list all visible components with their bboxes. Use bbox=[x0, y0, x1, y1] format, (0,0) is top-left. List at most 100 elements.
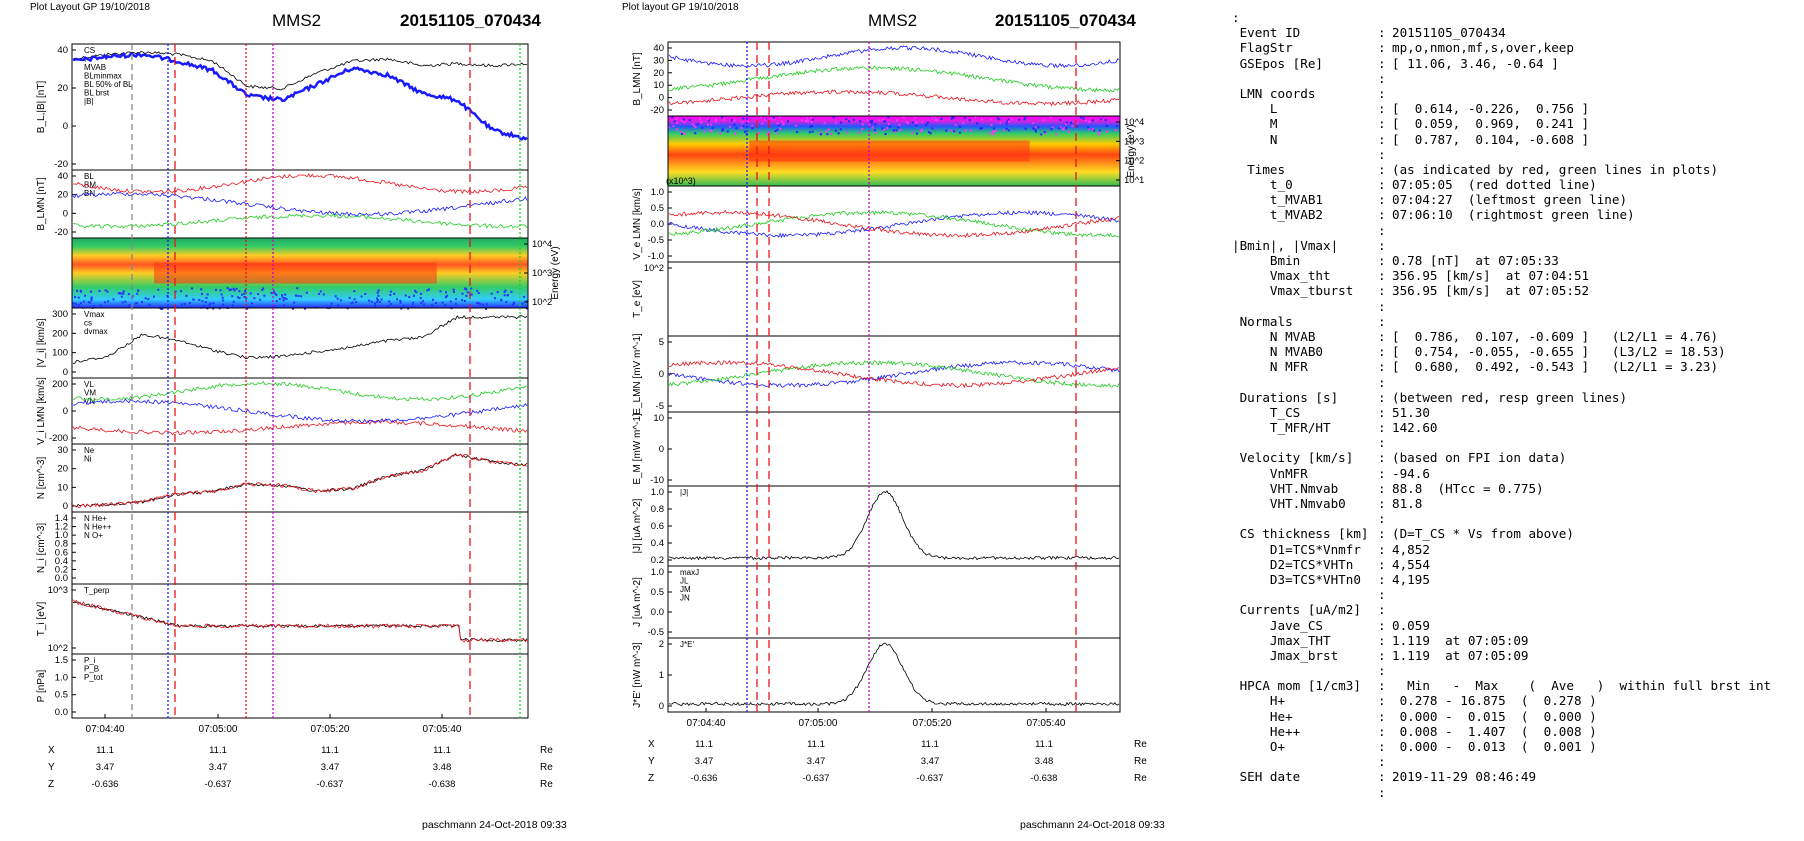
y-tick-label: 0 bbox=[659, 93, 664, 104]
summary-colon: : bbox=[1378, 192, 1386, 208]
summary-value: 81.8 bbox=[1392, 496, 1423, 511]
summary-colon: : bbox=[1378, 25, 1386, 41]
summary-row: : bbox=[1232, 375, 1792, 390]
y-tick-label: 1.0 bbox=[651, 567, 664, 578]
series-trace bbox=[668, 360, 1120, 388]
scale-factor-label: (x10^3) bbox=[666, 176, 696, 186]
position-value: 3.47 bbox=[807, 756, 826, 767]
summary-row: T_CS:51.30 bbox=[1232, 405, 1792, 420]
panel-9: 1.5 1.0 0.5 0.0 P [nPa] P_iP_BP_tot bbox=[36, 653, 529, 719]
position-value: -0.637 bbox=[917, 773, 944, 784]
series-trace bbox=[668, 209, 1120, 239]
summary-colon: : bbox=[1378, 496, 1386, 511]
summary-row: t_0:07:05:05 (red dotted line) bbox=[1232, 177, 1792, 192]
legend-entry: |J| bbox=[680, 488, 688, 497]
x-tick-label: 07:05:20 bbox=[311, 724, 350, 735]
summary-row: FlagStr: mp,o,nmon,mf,s,over,keep bbox=[1232, 40, 1792, 55]
summary-value: 0.000 - 0.015 ( 0.000 ) bbox=[1392, 708, 1597, 724]
summary-colon: : bbox=[1378, 85, 1386, 101]
panel-frame bbox=[667, 565, 1121, 639]
summary-value: (based on FPI ion data) bbox=[1392, 450, 1567, 466]
author-footer: paschmann 24-Oct-2018 09:33 bbox=[1020, 819, 1165, 831]
legend-entry: MVAB bbox=[84, 63, 106, 72]
panel-frame bbox=[71, 43, 529, 171]
spacecraft-label: MMS2 bbox=[868, 11, 917, 30]
position-value: 3.47 bbox=[321, 762, 340, 773]
summary-key: N bbox=[1232, 131, 1278, 147]
summary-key: D3=TCS*VHTn0 bbox=[1232, 571, 1361, 587]
summary-value: (D=T_CS * Vs from above) bbox=[1392, 526, 1574, 542]
summary-value: 0.78 [nT] at 07:05:33 bbox=[1392, 253, 1559, 268]
panel-frame bbox=[71, 653, 529, 719]
summary-colon: : bbox=[1378, 116, 1386, 132]
y-tick-label: 10 bbox=[57, 482, 68, 493]
x-tick-label: 07:05:40 bbox=[423, 724, 462, 735]
y-axis-label: P [nPa] bbox=[36, 669, 47, 702]
event-id-title: 20151105_070434 bbox=[995, 11, 1136, 30]
summary-colon: : bbox=[1378, 602, 1386, 618]
panel-frame bbox=[667, 411, 1121, 487]
position-label: X bbox=[48, 745, 55, 756]
y-tick-label: 0.4 bbox=[651, 538, 664, 549]
summary-row: D1=TCS*Vnmfr:4,852 bbox=[1232, 542, 1792, 557]
legend-entry: Ni bbox=[84, 455, 92, 464]
legend-entry: JN bbox=[680, 594, 690, 603]
y-tick-label: 0.5 bbox=[651, 587, 664, 598]
y-tick-label: 100 bbox=[52, 348, 68, 359]
y-axis-label: |J| [uA m^-2] bbox=[632, 498, 643, 553]
legend-entry: Vmax bbox=[84, 310, 104, 319]
summary-row: N MVAB: [ 0.786, 0.107, -0.609 ] (L2/L1 =… bbox=[1232, 329, 1792, 344]
summary-key: L bbox=[1232, 101, 1278, 117]
summary-colon: : bbox=[1378, 161, 1386, 177]
summary-colon: : bbox=[1378, 328, 1386, 344]
y-tick-label: 200 bbox=[52, 379, 68, 390]
series-trace bbox=[72, 191, 528, 217]
panel-9: 2 1 0 J*E' [nW m^-3] J*E' bbox=[632, 637, 1121, 713]
y-tick-label: 10^3 bbox=[1124, 136, 1144, 147]
position-value: 11.1 bbox=[807, 739, 825, 750]
y-tick-label: 0 bbox=[659, 369, 664, 380]
series-trace bbox=[72, 51, 528, 141]
summary-row: He++: 0.008 - 1.407 ( 0.008 ) bbox=[1232, 724, 1792, 739]
plot-layout-header: Plot layout GP 19/10/2018 bbox=[622, 2, 739, 13]
event-id-title: 20151105_070434 bbox=[400, 11, 541, 30]
summary-value: [ 0.787, 0.104, -0.608 ] bbox=[1392, 131, 1590, 147]
x-tick-label: 07:05:00 bbox=[199, 724, 238, 735]
summary-row: Normals: bbox=[1232, 314, 1792, 329]
summary-value: 51.30 bbox=[1392, 404, 1430, 420]
legend-entry: VM bbox=[84, 389, 96, 398]
y-tick-label: -20 bbox=[650, 105, 664, 116]
series-trace bbox=[72, 453, 528, 508]
summary-colon: : bbox=[1378, 769, 1386, 785]
position-value: -0.637 bbox=[317, 779, 344, 790]
y-tick-label: 30 bbox=[653, 55, 664, 66]
position-label: Y bbox=[48, 762, 55, 773]
summary-value: 2019-11-29 08:46:49 bbox=[1392, 769, 1537, 785]
y-tick-label: 10^2 bbox=[1124, 156, 1144, 167]
y-tick-label: -0.5 bbox=[648, 235, 664, 246]
summary-colon: : bbox=[1378, 617, 1386, 633]
summary-key: Normals bbox=[1232, 313, 1293, 329]
legend-entry: P_i bbox=[84, 656, 96, 665]
summary-value: -94.6 bbox=[1392, 465, 1430, 481]
y-tick-label: 1.2 bbox=[55, 522, 68, 533]
y-tick-label: 0 bbox=[63, 501, 68, 512]
summary-row: : bbox=[1232, 663, 1792, 678]
legend-entry: BL 50% of BL bbox=[84, 80, 133, 89]
summary-row: GSEpos [Re]: [ 11.06, 3.46, -0.64 ] bbox=[1232, 56, 1792, 71]
series-trace bbox=[72, 213, 528, 229]
summary-row: : bbox=[1232, 435, 1792, 450]
summary-value: [ 0.059, 0.969, 0.241 ] bbox=[1392, 116, 1590, 132]
summary-colon: : bbox=[1378, 177, 1386, 193]
summary-key: CS thickness [km] bbox=[1232, 526, 1369, 542]
y-tick-label: 20 bbox=[653, 68, 664, 79]
summary-value: mp,o,nmon,mf,s,over,keep bbox=[1392, 40, 1574, 56]
panel-frame bbox=[667, 185, 1121, 263]
series-trace bbox=[72, 50, 528, 91]
summary-colon: : bbox=[1378, 708, 1386, 724]
summary-colon: : bbox=[1378, 101, 1386, 117]
summary-row: He+: 0.000 - 0.015 ( 0.000 ) bbox=[1232, 709, 1792, 724]
